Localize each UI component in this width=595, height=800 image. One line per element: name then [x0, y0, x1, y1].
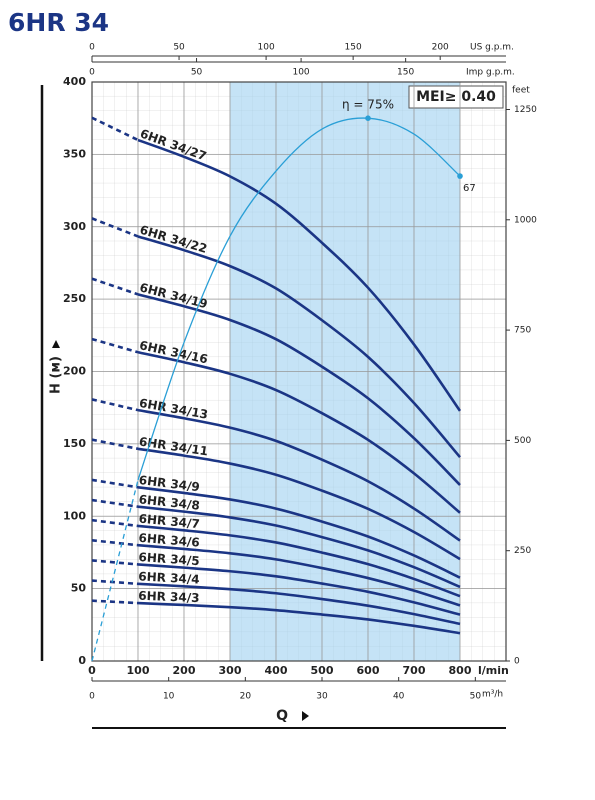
efficiency-point — [365, 115, 371, 121]
tick-label: 200 — [432, 43, 449, 53]
tick-label: 0 — [89, 43, 95, 53]
pump-curve — [137, 524, 461, 598]
pump-curve — [137, 505, 461, 589]
y-tick-label: 300 — [63, 220, 86, 233]
pump-curve — [91, 116, 139, 142]
pump-curve — [91, 498, 139, 508]
pump-curve — [137, 601, 461, 635]
y-tick-label: 50 — [71, 582, 87, 595]
pump-curve — [137, 350, 461, 514]
efficiency-curve — [91, 479, 139, 662]
x-tick-label: 100 — [127, 664, 150, 677]
tick-label: 0 — [89, 68, 95, 78]
arrow — [52, 340, 60, 348]
tick-label: 50 — [191, 68, 203, 78]
pump-curve — [137, 543, 461, 607]
x-unit: l/min — [478, 664, 509, 677]
tick-label: 0 — [89, 692, 95, 702]
curve-label: 6HR 34/3 — [138, 589, 200, 605]
tick-label: 100 — [292, 68, 309, 78]
x-tick-label: 700 — [403, 664, 426, 677]
y-tick-label: 200 — [63, 365, 86, 378]
pump-curve — [137, 235, 461, 459]
chart-title: 6HR 34 — [8, 8, 109, 37]
arrow — [302, 711, 309, 721]
pump-curve — [91, 579, 139, 586]
y-tick-label: 400 — [63, 75, 86, 88]
badge-box — [408, 85, 504, 109]
right-tick-label: 750 — [514, 326, 531, 336]
pump-curve — [137, 486, 461, 579]
plot-frame — [91, 81, 507, 662]
x-tick-label: 500 — [311, 664, 334, 677]
right-axis-unit: feet — [512, 86, 530, 96]
x-tick-label: 300 — [219, 664, 242, 677]
efficiency-curve — [137, 117, 461, 481]
pump-curve — [137, 563, 461, 616]
pump-curve — [137, 408, 461, 542]
tick-label: 30 — [316, 692, 328, 702]
curve-label: 6HR 34/6 — [138, 531, 200, 550]
right-tick-label: 500 — [514, 436, 531, 446]
tick-label: 150 — [397, 68, 414, 78]
pump-curve — [91, 217, 139, 238]
curve-label: 6HR 34/8 — [138, 492, 200, 512]
pump-curve — [91, 337, 139, 354]
axis-unit: m³/h — [482, 690, 503, 700]
efficiency-point — [457, 173, 463, 179]
curve-label: 6HR 34/7 — [138, 512, 200, 532]
tick-label: 50 — [470, 692, 482, 702]
y-tick-label: 350 — [63, 147, 86, 160]
pump-curve — [91, 538, 139, 547]
efficiency-label: 67 — [463, 183, 476, 194]
tick-label: 10 — [163, 692, 175, 702]
y-tick-label: 100 — [63, 509, 86, 522]
curve-label: 6HR 34/4 — [138, 569, 200, 586]
tick-label: 40 — [393, 692, 405, 702]
tick-label: 100 — [258, 43, 275, 53]
pump-curve — [91, 438, 139, 451]
x-tick-label: 400 — [265, 664, 288, 677]
right-tick-label: 250 — [514, 546, 531, 556]
tick-label: 150 — [345, 43, 362, 53]
pump-curve — [91, 518, 139, 528]
pump-curve — [137, 293, 461, 486]
y-tick-label: 0 — [78, 654, 86, 667]
tick-label: 50 — [173, 43, 185, 53]
pump-curve — [91, 478, 139, 489]
tick-label: 20 — [240, 692, 252, 702]
pump-curve — [137, 447, 461, 561]
pump-curve — [137, 582, 461, 626]
y-tick-label: 150 — [63, 437, 86, 450]
pump-curve — [91, 599, 139, 605]
badge: MEI≥ 0.40 — [416, 89, 496, 105]
axis-unit: US g.p.m. — [470, 43, 514, 53]
axis-unit: Imp g.p.m. — [466, 68, 515, 78]
pump-curve — [91, 277, 139, 296]
y-axis-label: H (м) — [49, 356, 64, 394]
x-tick-label: 0 — [88, 664, 96, 677]
x-tick-label: 800 — [449, 664, 472, 677]
pump-curve — [137, 138, 462, 412]
right-tick-label: 1000 — [514, 215, 537, 225]
efficiency-label: η = 75% — [342, 98, 394, 112]
right-tick-label: 1250 — [514, 105, 537, 115]
right-tick-label: 0 — [514, 657, 520, 667]
pump-curve — [91, 398, 139, 412]
curve-label: 6HR 34/5 — [138, 550, 200, 568]
x-tick-label: 200 — [173, 664, 196, 677]
x-axis-label: Q — [276, 708, 288, 724]
x-tick-label: 600 — [357, 664, 380, 677]
pump-curve — [91, 559, 139, 566]
y-tick-label: 250 — [63, 292, 86, 305]
